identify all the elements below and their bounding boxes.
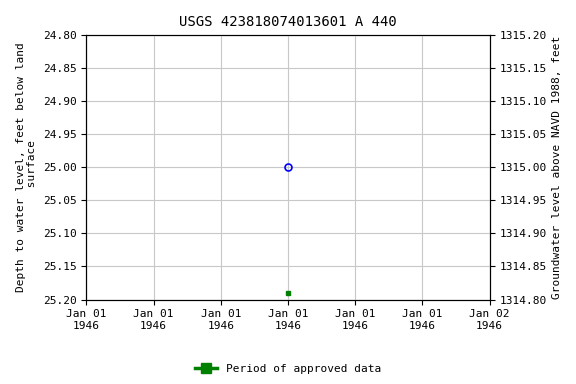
Legend: Period of approved data: Period of approved data bbox=[191, 359, 385, 379]
Y-axis label: Depth to water level, feet below land
 surface: Depth to water level, feet below land su… bbox=[16, 42, 37, 292]
Y-axis label: Groundwater level above NAVD 1988, feet: Groundwater level above NAVD 1988, feet bbox=[552, 35, 562, 299]
Title: USGS 423818074013601 A 440: USGS 423818074013601 A 440 bbox=[179, 15, 397, 29]
